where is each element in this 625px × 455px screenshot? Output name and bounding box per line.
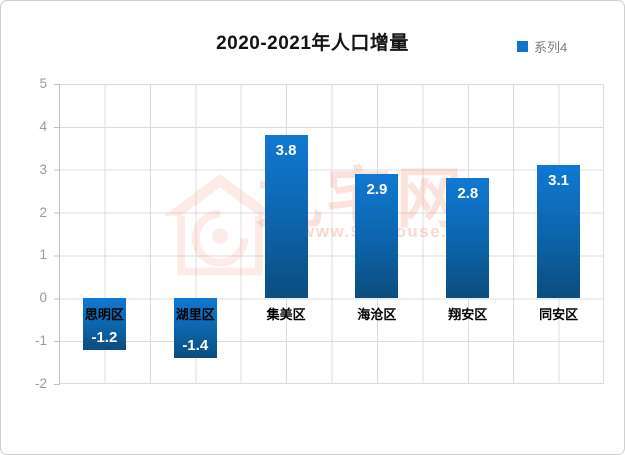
bar-集美区: 3.8 — [264, 135, 308, 299]
category-label: 海沧区 — [357, 307, 397, 323]
category-label: 思明区 — [84, 307, 124, 323]
y-axis-tick-label: 5 — [39, 76, 47, 91]
y-axis-tick-label: -1 — [34, 333, 47, 349]
y-axis-tick-label: 1 — [39, 247, 47, 263]
bar-value-label: 3.8 — [275, 142, 297, 160]
bar-value-label: 3.1 — [548, 172, 569, 190]
bar-value-label: 2.8 — [457, 185, 479, 203]
legend-label: 系列4 — [534, 40, 568, 55]
bar-value-label: 2.9 — [366, 181, 388, 198]
bar-value-label: -1.4 — [182, 337, 209, 355]
category-label: 集美区 — [266, 307, 306, 323]
y-axis-tick-label: 2 — [39, 204, 47, 220]
bar-湖里区: -1.4 — [173, 298, 217, 359]
bar-海沧区: 2.9 — [355, 174, 399, 299]
watermark-house-logo-icon — [159, 169, 281, 281]
y-axis-tick-label: 3 — [39, 161, 47, 177]
plot-area — [59, 84, 604, 384]
y-axis-tick-label: 0 — [39, 290, 47, 306]
y-axis-tick-label: -2 — [34, 376, 47, 391]
bar-value-label: -1.2 — [91, 328, 118, 346]
category-label: 翔安区 — [448, 307, 488, 323]
legend-swatch-icon — [517, 41, 528, 52]
category-label: 湖里区 — [175, 307, 215, 323]
bar-同安区: 3.1 — [537, 165, 581, 299]
bar-思明区: -1.2 — [82, 298, 126, 350]
category-label: 同安区 — [539, 307, 579, 323]
chart-title: 2020-2021年人口增量 — [216, 33, 409, 54]
bar-翔安区: 2.8 — [446, 178, 490, 299]
y-axis-line — [59, 84, 60, 385]
y-axis-tick-marks — [54, 84, 59, 385]
y-axis-tick-label: 4 — [39, 118, 47, 134]
legend: 系列4 — [517, 37, 567, 56]
